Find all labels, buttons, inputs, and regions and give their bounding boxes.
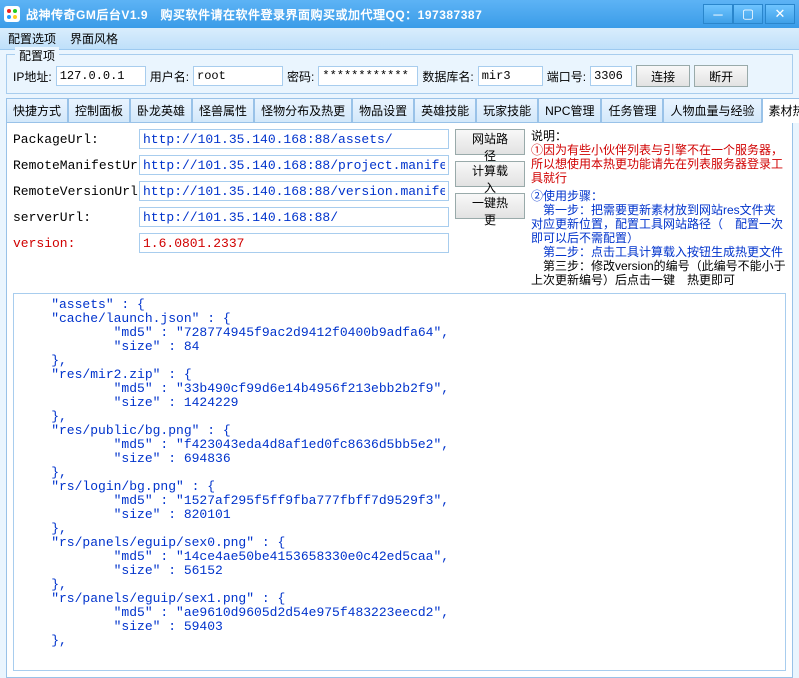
tabs: 快捷方式控制面板卧龙英雄怪兽属性怪物分布及热更物品设置英雄技能玩家技能NPC管理…: [6, 98, 793, 122]
pass-input[interactable]: [318, 66, 418, 86]
tab-3[interactable]: 怪兽属性: [192, 98, 254, 122]
ip-label: IP地址:: [13, 68, 52, 85]
db-label: 数据库名:: [422, 68, 473, 85]
menu-config[interactable]: 配置选项: [8, 30, 56, 47]
tab-10[interactable]: 人物血量与经验: [663, 98, 761, 122]
port-input[interactable]: [590, 66, 632, 86]
calc-load-button[interactable]: 计算载入: [455, 161, 525, 187]
tab-4[interactable]: 怪物分布及热更: [254, 98, 352, 122]
menu-skin[interactable]: 界面风格: [70, 30, 118, 47]
config-group: 配置项 IP地址: 用户名: 密码: 数据库名: 端口号: 连接 断开: [6, 54, 793, 94]
tab-2[interactable]: 卧龙英雄: [130, 98, 192, 122]
server-url-input[interactable]: [139, 207, 449, 227]
close-button[interactable]: ✕: [765, 4, 795, 24]
site-path-button[interactable]: 网站路径: [455, 129, 525, 155]
tab-panel-hotupdate: PackageUrl: RemoteManifestUrl: RemoteVer…: [6, 122, 793, 678]
config-group-title: 配置项: [15, 47, 59, 64]
help-text: 说明： ①因为有些小伙伴列表与引擎不在一个服务器，所以想使用本热更功能请先在列表…: [531, 129, 786, 287]
window-title: 战神传奇GM后台V1.9 购买软件请在软件登录界面购买或加代理QQ：197387…: [26, 6, 703, 23]
window-buttons: ─ ▢ ✕: [703, 4, 795, 24]
tab-0[interactable]: 快捷方式: [6, 98, 68, 122]
app-icon: [4, 6, 20, 22]
one-key-button[interactable]: 一键热更: [455, 193, 525, 219]
hotupdate-buttons: 网站路径 计算载入 一键热更: [455, 129, 525, 287]
tab-11[interactable]: 素材热更: [762, 98, 799, 123]
remote-version-label: RemoteVersionUrl:: [13, 184, 133, 199]
connect-button[interactable]: 连接: [636, 65, 690, 87]
db-input[interactable]: [478, 66, 543, 86]
pass-label: 密码:: [287, 68, 314, 85]
tab-5[interactable]: 物品设置: [352, 98, 414, 122]
server-url-label: serverUrl:: [13, 210, 133, 225]
hotupdate-form: PackageUrl: RemoteManifestUrl: RemoteVer…: [13, 129, 449, 287]
tab-1[interactable]: 控制面板: [68, 98, 130, 122]
disconnect-button[interactable]: 断开: [694, 65, 748, 87]
remote-manifest-label: RemoteManifestUrl:: [13, 158, 133, 173]
tab-8[interactable]: NPC管理: [538, 98, 601, 122]
port-label: 端口号:: [547, 68, 586, 85]
version-label: version:: [13, 236, 133, 251]
package-url-label: PackageUrl:: [13, 132, 133, 147]
ip-input[interactable]: [56, 66, 146, 86]
remote-version-input[interactable]: [139, 181, 449, 201]
manifest-json-view[interactable]: "assets" : { "cache/launch.json" : { "md…: [13, 293, 786, 671]
maximize-button[interactable]: ▢: [733, 4, 763, 24]
version-input[interactable]: [139, 233, 449, 253]
user-input[interactable]: [193, 66, 283, 86]
menu-bar: 配置选项 界面风格: [0, 28, 799, 50]
minimize-button[interactable]: ─: [703, 4, 733, 24]
tab-7[interactable]: 玩家技能: [476, 98, 538, 122]
remote-manifest-input[interactable]: [139, 155, 449, 175]
user-label: 用户名:: [150, 68, 189, 85]
tab-9[interactable]: 任务管理: [601, 98, 663, 122]
tab-6[interactable]: 英雄技能: [414, 98, 476, 122]
package-url-input[interactable]: [139, 129, 449, 149]
title-bar: 战神传奇GM后台V1.9 购买软件请在软件登录界面购买或加代理QQ：197387…: [0, 0, 799, 28]
